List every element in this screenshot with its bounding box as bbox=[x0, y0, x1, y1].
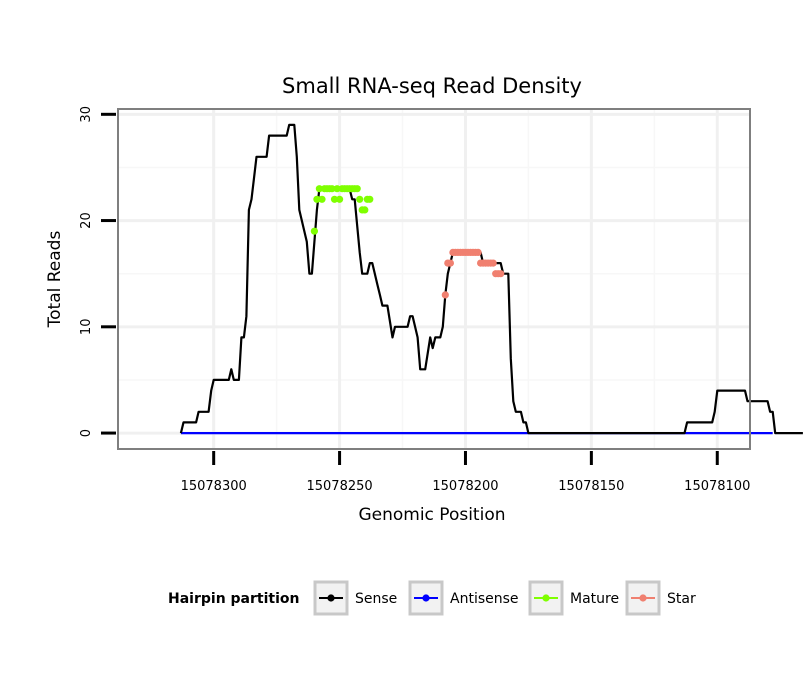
legend-label-mature: Mature bbox=[570, 591, 619, 607]
legend-label-sense: Sense bbox=[355, 591, 397, 607]
x-axis: 15078300 15078250 15078200 15078150 15078100 bbox=[181, 451, 750, 494]
y-axis: 0 10 20 30 bbox=[79, 106, 116, 437]
data-point-star bbox=[489, 259, 497, 267]
x-tick-label: 15078300 bbox=[181, 479, 247, 494]
y-tick-label: 20 bbox=[79, 212, 94, 229]
legend-label-antisense: Antisense bbox=[450, 591, 519, 607]
x-tick-label: 15078200 bbox=[432, 479, 498, 494]
legend-title: Hairpin partition bbox=[168, 591, 299, 607]
data-point-mature bbox=[366, 195, 374, 203]
series-layer bbox=[179, 123, 803, 435]
legend-label-star: Star bbox=[667, 591, 696, 607]
y-tick-label: 10 bbox=[79, 319, 94, 336]
y-axis-title: Total Reads bbox=[45, 231, 65, 329]
data-point-mature bbox=[336, 195, 344, 203]
data-point-mature bbox=[315, 185, 323, 193]
x-tick-label: 15078150 bbox=[558, 479, 624, 494]
plot-border bbox=[117, 108, 751, 450]
data-point-mature bbox=[318, 195, 326, 203]
data-point-mature bbox=[361, 206, 369, 214]
grid-lines bbox=[118, 109, 750, 449]
data-point-mature bbox=[313, 195, 321, 203]
data-point-mature bbox=[356, 195, 364, 203]
series-line-sense bbox=[179, 123, 803, 435]
data-point-mature bbox=[330, 195, 339, 203]
plot-panel bbox=[118, 109, 750, 449]
y-tick-label: 0 bbox=[79, 429, 94, 437]
y-tick-label: 30 bbox=[79, 106, 94, 123]
legend-point-mature bbox=[542, 594, 550, 602]
legend-point-sense bbox=[327, 594, 335, 602]
legend-point-antisense bbox=[422, 594, 430, 602]
x-axis-title: Genomic Position bbox=[358, 505, 505, 525]
legend: Hairpin partition Sense Antisense Mature St… bbox=[168, 580, 696, 616]
x-tick-label: 15078250 bbox=[306, 479, 372, 494]
data-point-mature bbox=[328, 185, 336, 193]
x-tick-label: 15078100 bbox=[684, 479, 750, 494]
data-point-star bbox=[497, 270, 505, 278]
data-point-star bbox=[441, 291, 449, 299]
data-point-star bbox=[474, 248, 482, 256]
data-point-mature bbox=[353, 185, 361, 193]
data-point-mature bbox=[310, 227, 318, 235]
data-point-star bbox=[446, 259, 454, 267]
data-point-mature bbox=[333, 185, 341, 193]
legend-point-star bbox=[639, 594, 647, 602]
chart-title: Small RNA-seq Read Density bbox=[282, 74, 582, 98]
